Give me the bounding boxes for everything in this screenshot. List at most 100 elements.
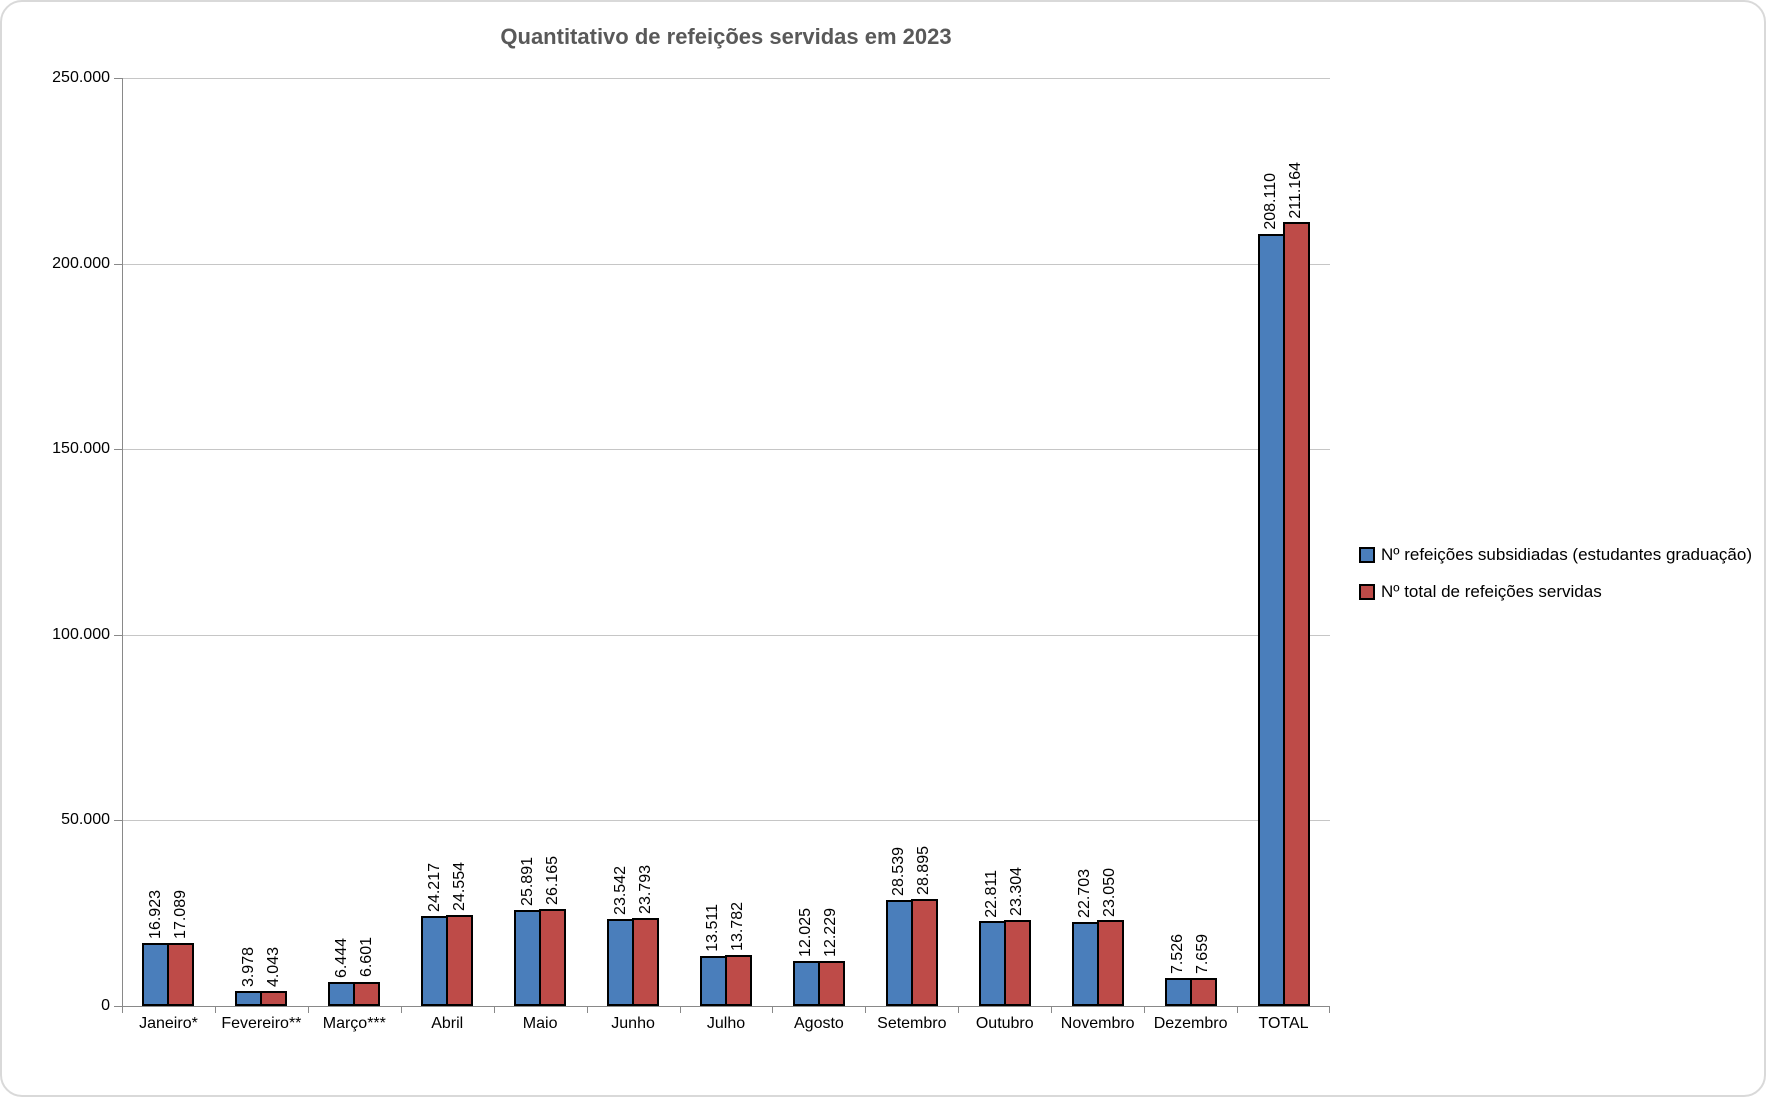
bar: 7.659: [1189, 934, 1217, 1006]
bar: 17.089: [167, 890, 195, 1006]
x-tick-mark: [958, 1006, 960, 1013]
bar-value-label: 22.703: [1076, 868, 1094, 918]
bar: 13.782: [724, 902, 752, 1006]
y-tick-mark: [114, 820, 122, 822]
x-axis-line: [122, 1006, 1330, 1007]
x-tick-mark: [122, 1006, 123, 1013]
bar-value-label: 24.217: [425, 863, 443, 913]
bar-value-label: 26.165: [543, 855, 561, 905]
category-slot: 13.511 13.782: [680, 78, 773, 1006]
y-axis-line: [122, 78, 123, 1007]
x-tick-label: Janeiro*: [139, 1015, 198, 1032]
x-tick-label: Junho: [611, 1015, 655, 1032]
bar: 208.110: [1257, 173, 1285, 1006]
category-slot: 16.923 17.089: [122, 78, 215, 1006]
legend-label-subsidiadas: Nº refeições subsidiadas (estudantes gra…: [1381, 545, 1752, 564]
category-slot: 3.978 4.043: [215, 78, 308, 1006]
bar-value-label: 22.811: [983, 869, 1001, 918]
x-tick-mark: [1329, 1006, 1330, 1013]
bar: 12.229: [817, 908, 845, 1006]
bar-value-label: 13.511: [704, 904, 722, 952]
bar: 6.601: [353, 937, 381, 1006]
bar-value-label: 17.089: [172, 889, 190, 939]
bar: 23.050: [1096, 868, 1124, 1006]
y-tick-label: 250.000: [52, 69, 110, 86]
bar: 23.793: [632, 865, 660, 1006]
bar: 211.164: [1282, 162, 1310, 1006]
y-tick-label: 200.000: [52, 254, 110, 272]
gridline: [122, 263, 1330, 265]
category-slot: 28.539 28.895: [865, 78, 958, 1006]
x-tick-mark: [1237, 1006, 1239, 1013]
bar: 16.923: [142, 890, 170, 1006]
y-tick-mark: [114, 78, 122, 79]
x-tick-label: Agosto: [794, 1015, 844, 1032]
category-slot: 22.703 23.050: [1051, 78, 1144, 1006]
x-tick-mark: [214, 1006, 216, 1013]
x-tick-mark: [586, 1006, 588, 1013]
bar: 4.043: [260, 947, 288, 1006]
bar-value-label: 3.978: [240, 947, 258, 988]
bar: 23.542: [607, 866, 635, 1006]
bar-value-label: 208.110: [1262, 172, 1280, 230]
x-tick-label: Fevereiro**: [221, 1015, 302, 1032]
bar-value-label: 13.782: [729, 901, 747, 951]
bar-value-label: 7.526: [1169, 934, 1187, 975]
x-tick-label: Outubro: [975, 1015, 1034, 1032]
bar: 3.978: [235, 947, 263, 1006]
x-tick-label: Setembro: [877, 1015, 947, 1032]
bar-value-label: 211.164: [1287, 161, 1305, 219]
bar: 28.895: [910, 846, 938, 1006]
bar: 6.444: [328, 938, 356, 1006]
bar-value-label: 12.025: [797, 908, 815, 958]
x-tick-mark: [1051, 1006, 1053, 1013]
bar: 26.165: [539, 856, 567, 1006]
bar: 13.511: [699, 904, 727, 1006]
bar-value-label: 6.444: [333, 938, 350, 979]
legend-swatch-red-icon: [1359, 584, 1375, 600]
x-tick-label: TOTAL: [1258, 1015, 1309, 1032]
legend-item-subsidiadas: Nº refeições subsidiadas (estudantes gra…: [1359, 545, 1752, 565]
x-tick-mark: [679, 1006, 681, 1013]
legend-item-total: Nº total de refeições servidas: [1359, 582, 1752, 602]
bar: 24.217: [421, 863, 449, 1006]
bar-value-label: 23.050: [1101, 867, 1119, 917]
x-axis: [122, 1006, 1330, 1013]
category-slot: 24.217 24.554: [401, 78, 494, 1006]
bar: 24.554: [446, 862, 474, 1006]
category-slot: 23.542 23.793: [587, 78, 680, 1006]
legend-swatch-blue-icon: [1359, 547, 1375, 563]
x-tick-mark: [400, 1006, 402, 1013]
x-tick-label: Maio: [522, 1015, 558, 1032]
bar: 22.703: [1071, 869, 1099, 1006]
category-slot: 25.891 26.165: [494, 78, 587, 1006]
y-tick-label: 150.000: [52, 440, 110, 458]
x-tick-label: Julho: [706, 1015, 746, 1032]
x-tick-label: Dezembro: [1153, 1015, 1228, 1032]
bar-value-label: 6.601: [358, 937, 375, 978]
x-axis-labels: Janeiro* Fevereiro** Março*** Abril Maio Junh…: [122, 1015, 1330, 1039]
gridline: [122, 820, 1330, 822]
y-tick-mark: [114, 449, 122, 451]
bar-value-label: 28.895: [915, 845, 933, 895]
chart-title: Quantitativo de refeições servidas em 20…: [500, 24, 952, 49]
bar-value-label: 7.659: [1194, 933, 1212, 974]
bar-value-label: 12.229: [822, 907, 840, 957]
y-tick-label: 50.000: [61, 811, 110, 829]
category-slot: 6.444 6.601: [308, 78, 401, 1006]
x-tick-mark: [493, 1006, 495, 1013]
x-tick-label: Março***: [322, 1015, 386, 1032]
bar: 7.526: [1164, 934, 1192, 1006]
bar: 28.539: [885, 847, 913, 1006]
x-tick-label: Abril: [431, 1015, 464, 1032]
category-slot: 7.526 7.659: [1144, 78, 1237, 1006]
legend: Nº refeições subsidiadas (estudantes gra…: [1359, 545, 1752, 602]
category-slot: 208.110 211.164: [1237, 78, 1330, 1006]
category-slot: 12.025 12.229: [772, 78, 865, 1006]
bar-value-label: 16.923: [147, 890, 165, 940]
x-tick-mark: [772, 1006, 774, 1013]
bar: 12.025: [792, 908, 820, 1006]
bar-value-label: 24.554: [450, 861, 468, 911]
bar-value-label: 23.542: [611, 865, 629, 915]
